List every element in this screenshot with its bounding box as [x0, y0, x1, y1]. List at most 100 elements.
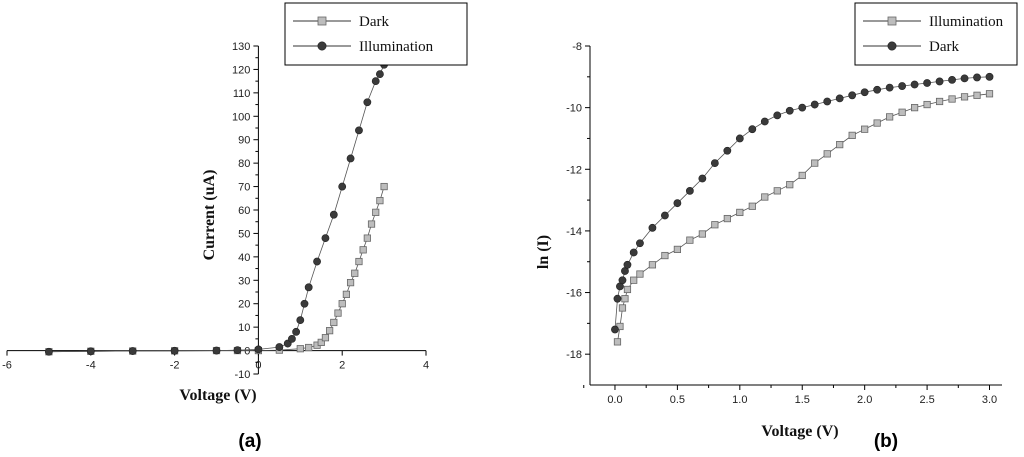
y-tick-label: 60: [238, 205, 250, 217]
data-point: [985, 72, 994, 81]
data-point: [338, 182, 347, 191]
data-point: [686, 236, 694, 244]
y-tick-label: 20: [238, 299, 250, 311]
y-tick-label: 30: [238, 275, 250, 287]
data-point: [611, 325, 619, 334]
data-point: [886, 113, 894, 121]
data-point: [363, 98, 372, 107]
data-point: [748, 202, 756, 210]
y-tick-label: -12: [566, 164, 582, 176]
data-point: [923, 79, 931, 87]
y-tick-label: 130: [232, 41, 250, 53]
data-point: [973, 91, 981, 99]
data-point: [911, 104, 919, 112]
data-point: [835, 94, 844, 103]
legend-label: Illumination: [929, 14, 1004, 30]
data-point: [973, 73, 981, 82]
data-point: [359, 246, 367, 254]
legend-marker-square: [317, 16, 327, 26]
legend-marker-circle: [317, 41, 327, 51]
data-point: [623, 285, 632, 294]
data-point: [630, 276, 638, 284]
data-point: [848, 131, 856, 139]
x-tick-label: 1.0: [732, 394, 747, 406]
y-tick-label: -10: [234, 369, 250, 381]
data-point: [618, 304, 627, 312]
data-point: [329, 210, 338, 219]
data-point: [798, 103, 807, 112]
data-point: [798, 171, 806, 180]
data-point: [948, 76, 956, 84]
legend-marker-circle: [887, 41, 897, 51]
data-point: [873, 119, 881, 127]
data-point: [338, 300, 346, 308]
x-tick-label: -2: [170, 360, 180, 372]
chart-panel-b: 0.0 0.5 1.0 1.5 2.0 2.5 3.0 -18 -16 -14 -12 -10 -8 Vo…: [535, 2, 1018, 452]
data-point: [748, 125, 757, 134]
data-point: [313, 257, 321, 266]
series-line: [48, 64, 385, 353]
data-point: [861, 125, 869, 133]
y-tick-label: 80: [238, 158, 250, 170]
data-point: [304, 283, 313, 292]
y-tick-label: -18: [566, 349, 582, 361]
x-tick-label: -4: [86, 360, 96, 372]
data-point: [351, 269, 359, 277]
data-point: [233, 346, 242, 355]
data-point: [935, 97, 944, 106]
data-point: [371, 77, 380, 86]
data-point: [45, 347, 53, 356]
data-point: [948, 95, 956, 103]
data-point: [292, 327, 301, 336]
y-tick-label: -10: [566, 103, 582, 115]
x-tick-label: 1.5: [795, 394, 810, 406]
data-point: [296, 345, 304, 353]
data-point: [698, 230, 706, 238]
data-point: [736, 208, 744, 217]
data-point: [685, 186, 694, 195]
data-point: [810, 100, 819, 109]
data-point: [621, 295, 629, 303]
data-point: [661, 251, 669, 260]
data-point: [823, 150, 831, 158]
data-point: [170, 346, 179, 355]
data-point: [288, 334, 296, 343]
series-line: [617, 93, 990, 342]
data-point: [372, 208, 380, 216]
data-point: [673, 245, 681, 253]
data-point: [698, 174, 707, 183]
data-point: [305, 343, 313, 352]
y-tick-label: 100: [232, 111, 250, 123]
data-point: [960, 93, 969, 101]
x-tick-label: 0.5: [670, 394, 685, 406]
data-point: [355, 257, 363, 266]
data-point: [355, 126, 363, 135]
x-tick-label: 4: [423, 360, 429, 372]
y-tick-label: 10: [238, 322, 250, 334]
data-point: [898, 108, 906, 116]
data-point: [898, 82, 907, 90]
y-tick-label: 40: [238, 252, 250, 264]
panel-label: (b): [874, 431, 898, 452]
data-point: [254, 345, 263, 354]
y-tick-label: -14: [566, 226, 582, 238]
legend: Dark Illumination: [284, 2, 468, 66]
legend-marker-square: [887, 16, 897, 26]
data-point: [326, 327, 334, 335]
data-point: [376, 70, 384, 79]
legend-box: [854, 2, 1018, 66]
data-point: [773, 187, 781, 195]
data-point: [773, 111, 782, 120]
data-point: [618, 276, 627, 285]
chart-panel-a: -6 -4 -2 0 2 4 -10 0 10 20 30 40 50 60 70 80 90 100 110 120…: [2, 2, 468, 452]
x-axis-label: Voltage (V): [179, 387, 256, 404]
legend-label: Dark: [929, 39, 959, 55]
x-tick-label: 0: [255, 360, 261, 372]
data-point: [723, 146, 732, 155]
data-point: [885, 83, 894, 92]
data-point: [346, 279, 355, 287]
data-point: [935, 77, 944, 86]
data-point: [376, 197, 384, 205]
y-tick-label: 70: [238, 182, 250, 194]
